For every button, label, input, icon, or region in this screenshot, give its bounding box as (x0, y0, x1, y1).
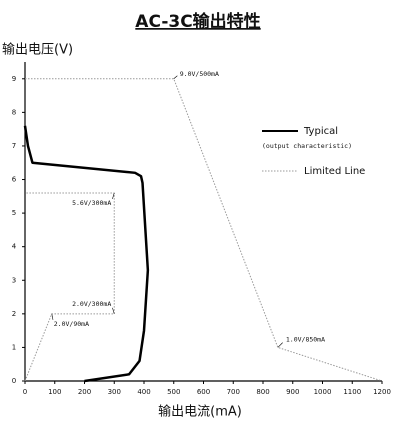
chart-title: AC-3C输出特性 (135, 11, 260, 32)
y-tick-label: 3 (12, 276, 16, 284)
y-tick-label: 7 (12, 142, 16, 150)
x-axis-label: 输出电流(mA) (158, 404, 242, 420)
x-tick-label: 1100 (343, 388, 361, 396)
y-tick-label: 5 (12, 209, 16, 217)
x-tick-label: 100 (48, 388, 61, 396)
legend-label: Limited Line (304, 166, 365, 177)
annotation: 1.0V/850mA (286, 335, 325, 343)
annotation-leader (112, 307, 115, 314)
annotation-leader (277, 342, 283, 348)
y-tick-label: 2 (12, 310, 16, 318)
x-tick-label: 700 (227, 388, 240, 396)
annotation: 2.0V/300mA (72, 300, 111, 308)
x-tick-label: 300 (108, 388, 121, 396)
x-tick-label: 800 (256, 388, 269, 396)
annotation-leader (112, 192, 115, 200)
x-tick-label: 0 (23, 388, 27, 396)
annotation-leader (51, 313, 54, 320)
y-tick-label: 1 (12, 343, 16, 351)
annotation-leader (173, 75, 178, 80)
series-line (24, 78, 383, 382)
x-tick-label: 200 (78, 388, 91, 396)
annotation: 2.0V/90mA (54, 320, 89, 328)
y-tick-label: 0 (12, 377, 16, 385)
y-tick-label: 8 (12, 108, 16, 116)
y-tick-label: 6 (12, 176, 17, 184)
annotation: 9.0V/500mA (180, 70, 219, 78)
legend-label: Typical (303, 126, 338, 137)
x-tick-label: 1200 (373, 388, 391, 396)
x-tick-label: 400 (137, 388, 150, 396)
x-tick-label: 600 (197, 388, 210, 396)
y-axis-label: 输出电压(V) (2, 42, 73, 58)
legend-sublabel: (output characteristic) (262, 142, 352, 150)
series-line (23, 125, 150, 383)
x-tick-label: 1000 (314, 388, 332, 396)
x-tick-label: 900 (286, 388, 299, 396)
y-tick-label: 9 (12, 75, 16, 83)
y-tick-label: 4 (12, 243, 17, 251)
x-tick-label: 500 (167, 388, 180, 396)
annotation: 5.6V/300mA (72, 199, 111, 207)
